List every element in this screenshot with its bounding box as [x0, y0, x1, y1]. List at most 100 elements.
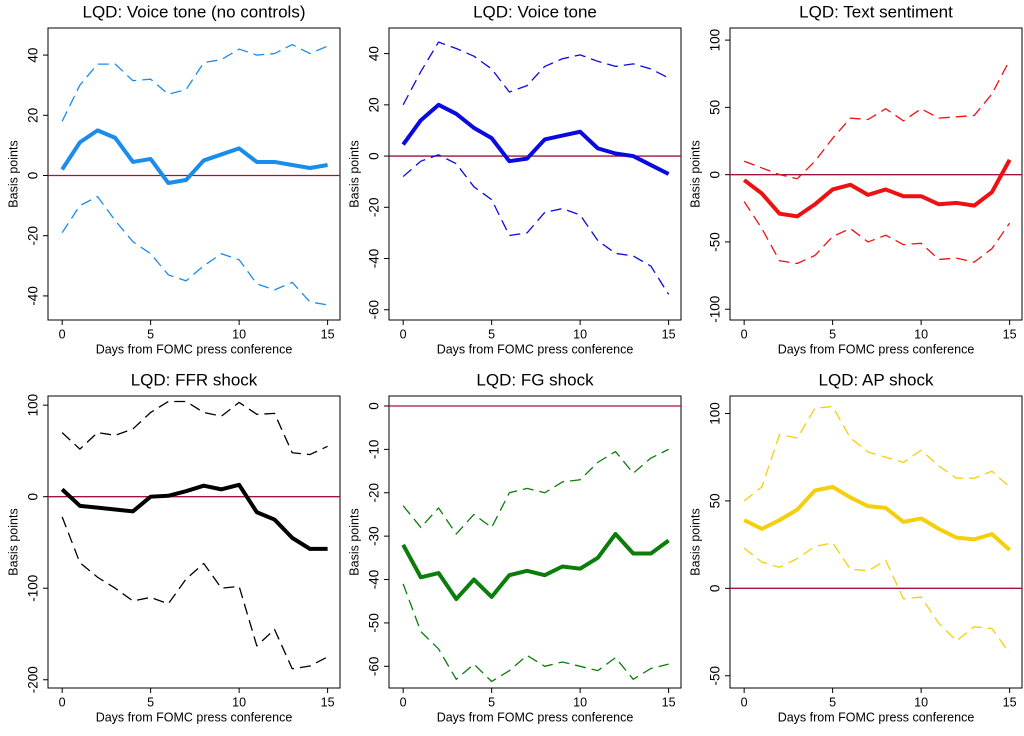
- y-tick-label: 0: [708, 585, 723, 593]
- x-tick-label: 15: [1003, 327, 1017, 341]
- x-tick-label: 10: [914, 695, 928, 709]
- estimate-line: [742, 158, 1012, 219]
- y-tick-label: 0: [367, 402, 382, 410]
- y-tick-label: -40: [26, 286, 41, 306]
- x-tick-label: 5: [147, 327, 154, 341]
- x-tick-label: 0: [741, 327, 748, 341]
- x-axis-title: Days from FOMC press conference: [437, 710, 634, 724]
- x-tick-label: 0: [400, 695, 407, 709]
- estimate-line: [401, 531, 670, 602]
- x-axis-title: Days from FOMC press conference: [96, 710, 293, 724]
- y-axis-title: Basis points: [347, 140, 361, 207]
- x-tick-label: 5: [829, 327, 836, 341]
- panel-title: LQD: FFR shock: [131, 370, 258, 389]
- x-axis-title: Days from FOMC press conference: [437, 342, 634, 356]
- y-tick-label: -50: [708, 232, 723, 252]
- estimate-line: [743, 484, 1011, 552]
- confidence-line: [61, 400, 328, 456]
- y-tick-label: -20: [26, 226, 41, 246]
- confidence-line: [402, 41, 669, 106]
- y-axis-title: Basis points: [688, 140, 702, 207]
- plot-frame: [388, 395, 682, 689]
- y-tick-label: 0: [26, 172, 41, 180]
- confidence-line: [402, 154, 670, 295]
- x-tick-label: 0: [741, 695, 748, 709]
- panel-title: LQD: Text sentiment: [799, 2, 953, 21]
- y-tick-label: -10: [367, 440, 382, 460]
- plot-frame: [729, 27, 1023, 321]
- y-tick-label: -50: [367, 613, 382, 633]
- plot-frame: [729, 395, 1023, 689]
- x-tick-label: 15: [1003, 695, 1017, 709]
- x-tick-label: 5: [488, 695, 495, 709]
- panel: LQD: Voice tone -60 -40 -20 0 20 40 0 5 10 15 Basis…: [347, 2, 682, 356]
- panel-title: LQD: Voice tone (no controls): [82, 2, 305, 21]
- confidence-line: [402, 448, 669, 535]
- y-tick-label: -100: [26, 575, 41, 602]
- y-tick-label: 100: [708, 29, 723, 52]
- x-axis-title: Days from FOMC press conference: [96, 342, 293, 356]
- panel: LQD: Text sentiment -100 -50 0 50 100 0 5 10 15 Ba…: [688, 2, 1023, 356]
- estimate-line: [60, 128, 328, 186]
- x-tick-label: 10: [914, 327, 928, 341]
- y-tick-label: -20: [367, 483, 382, 503]
- y-tick-label: -50: [708, 666, 723, 686]
- x-tick-label: 15: [321, 327, 335, 341]
- y-tick-label: -100: [708, 296, 723, 323]
- x-tick-label: 10: [232, 327, 246, 341]
- y-tick-label: 0: [367, 152, 382, 160]
- panel-title: LQD: Voice tone: [473, 2, 597, 21]
- x-axis-title: Days from FOMC press conference: [778, 710, 975, 724]
- y-tick-label: 100: [708, 402, 723, 425]
- confidence-line: [743, 201, 1011, 265]
- confidence-line: [743, 59, 1011, 180]
- estimate-line: [401, 102, 670, 176]
- y-tick-label: 50: [708, 493, 723, 508]
- y-tick-label: 40: [26, 48, 41, 63]
- x-tick-label: 5: [829, 695, 836, 709]
- x-tick-label: 10: [573, 327, 587, 341]
- panel-title: LQD: AP shock: [819, 370, 934, 389]
- x-tick-label: 15: [321, 695, 335, 709]
- y-tick-label: 0: [708, 171, 723, 179]
- x-tick-label: 0: [59, 695, 66, 709]
- x-tick-label: 15: [662, 327, 676, 341]
- x-axis-title: Days from FOMC press conference: [778, 342, 975, 356]
- plot-frame: [47, 395, 341, 689]
- y-axis-title: Basis points: [6, 508, 20, 575]
- x-tick-label: 10: [232, 695, 246, 709]
- y-tick-label: -30: [367, 526, 382, 546]
- panel: LQD: AP shock -50 0 50 100 0 5 10 15 Basis points…: [688, 370, 1023, 724]
- confidence-line: [743, 542, 1011, 654]
- x-tick-label: 10: [573, 695, 587, 709]
- y-tick-label: 20: [26, 108, 41, 123]
- y-tick-label: -40: [367, 249, 382, 269]
- y-tick-label: 50: [708, 100, 723, 115]
- plot-frame: [388, 27, 682, 321]
- y-tick-label: -200: [26, 666, 41, 693]
- panel-title: LQD: FG shock: [476, 370, 594, 389]
- x-tick-label: 5: [488, 327, 495, 341]
- confidence-line: [402, 583, 669, 683]
- y-axis-title: Basis points: [688, 508, 702, 575]
- x-tick-label: 15: [662, 695, 676, 709]
- panel: LQD: FFR shock -200 -100 0 100 0 5 10 15 Basis po…: [6, 370, 341, 724]
- plot-frame: [47, 27, 341, 321]
- confidence-line: [61, 195, 328, 306]
- estimate-line: [60, 482, 328, 551]
- y-axis-title: Basis points: [347, 508, 361, 575]
- confidence-line: [61, 43, 328, 122]
- y-tick-label: 20: [367, 97, 382, 112]
- y-tick-label: 100: [26, 394, 41, 417]
- y-tick-label: 40: [367, 46, 382, 61]
- x-tick-label: 0: [400, 327, 407, 341]
- y-tick-label: -60: [367, 300, 382, 320]
- y-axis-title: Basis points: [6, 140, 20, 207]
- panel: LQD: FG shock -60 -50 -40 -30 -20 -10 0 0 5 10 15 Ba…: [347, 370, 682, 724]
- confidence-line: [743, 405, 1011, 502]
- y-tick-label: -40: [367, 570, 382, 590]
- panel: LQD: Voice tone (no controls) -40 -20 0 20 40…: [6, 2, 341, 356]
- y-tick-label: -20: [367, 198, 382, 218]
